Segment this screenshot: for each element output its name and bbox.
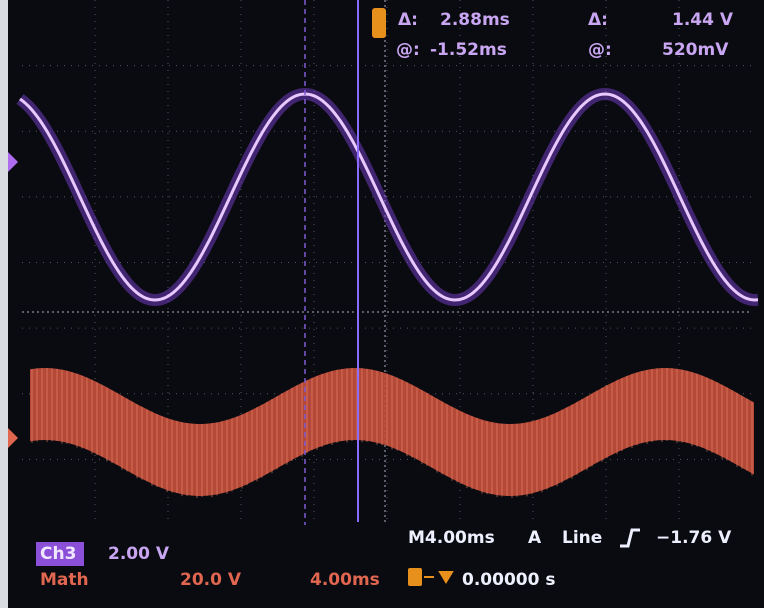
ch3-label: Ch3 — [40, 544, 76, 564]
ch3-scale: 2.00 V — [108, 544, 170, 564]
screen-background — [8, 0, 764, 608]
ch3-badge — [36, 542, 84, 566]
cursor-label: Δ: — [588, 10, 608, 30]
trigger-position-icon — [408, 568, 422, 586]
cursor-value: -1.52ms — [430, 40, 507, 60]
trigger-slope-icon — [620, 528, 640, 548]
trigger-mode: A — [528, 528, 542, 548]
ch3-marker — [8, 152, 18, 172]
trigger-source: Line — [562, 528, 602, 548]
math-scale: 20.0 V — [180, 570, 242, 590]
cursor-value: 520mV — [662, 40, 729, 60]
math-label: Math — [40, 570, 89, 590]
cursor-value: 1.44 V — [672, 10, 734, 30]
timebase: M4.00ms — [408, 528, 495, 548]
math-time: 4.00ms — [310, 570, 380, 590]
trigger-icon — [372, 8, 386, 38]
trigger-level: −1.76 V — [656, 528, 732, 548]
cursor-value: 2.88ms — [440, 10, 510, 30]
trigger-arrow — [424, 571, 454, 584]
cursor-label: Δ: — [398, 10, 418, 30]
cursor-label: @: — [588, 40, 612, 60]
cursor-label: @: — [396, 40, 420, 60]
waveforms — [16, 87, 759, 498]
math-marker — [8, 428, 18, 448]
ch3-trace — [19, 92, 759, 302]
trigger-position: 0.00000 s — [462, 570, 555, 590]
